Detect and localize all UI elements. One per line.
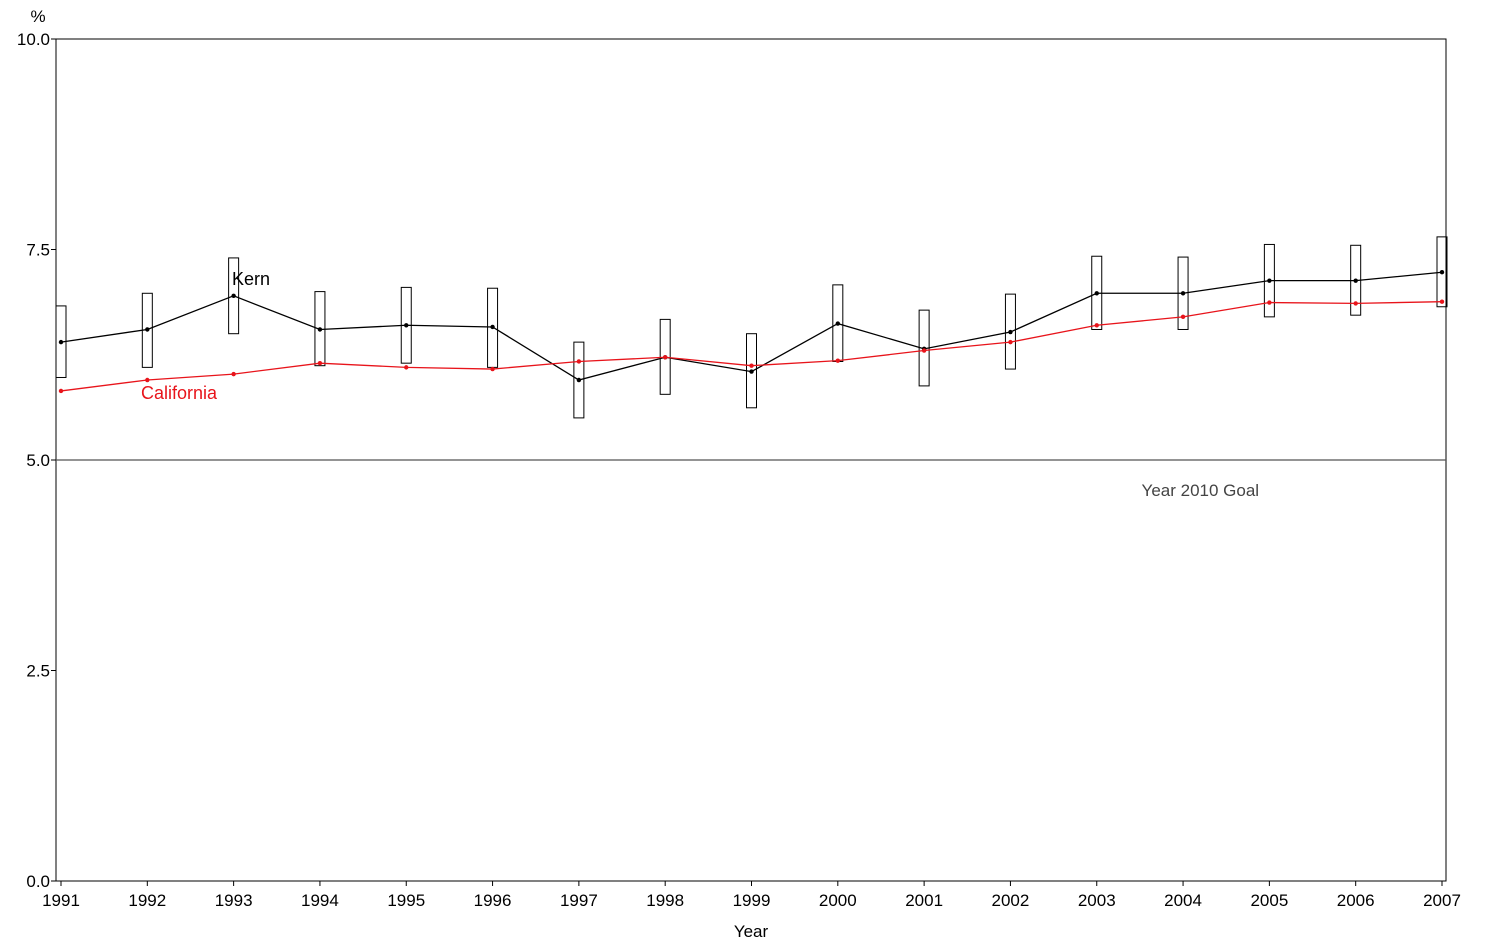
data-point: [1094, 291, 1099, 296]
data-point: [1439, 299, 1445, 304]
x-tick-label: 2006: [1337, 891, 1375, 910]
ci-box: [573, 341, 585, 419]
ci-box: [228, 257, 240, 335]
series-label-kern: Kern: [232, 269, 270, 289]
data-point: [835, 358, 841, 363]
data-point: [404, 365, 409, 370]
y-tick-label: 7.5: [26, 241, 50, 260]
x-axis: 1991 1992 1993 1994 1995 1996 1997 1998 1999 2000…: [42, 881, 1461, 910]
data-point: [1353, 278, 1358, 283]
confidence-intervals: [55, 236, 1448, 419]
data-point: [490, 324, 495, 330]
x-tick-label: 1995: [387, 891, 425, 910]
data-point: [662, 355, 668, 360]
reference-line-group: Year 2010 Goal: [56, 459, 1446, 500]
data-point: [1180, 314, 1186, 320]
data-point: [58, 339, 64, 345]
x-tick-label: 1998: [646, 891, 684, 910]
data-point: [231, 371, 236, 377]
data-point: [317, 327, 323, 332]
ci-box: [659, 318, 671, 395]
data-point: [1008, 339, 1013, 345]
data-point: [490, 366, 495, 372]
data-point: [921, 348, 927, 353]
x-axis-label: Year: [734, 922, 769, 941]
data-point: [1094, 323, 1099, 328]
ci-box: [1436, 236, 1448, 308]
ci-box: [1004, 293, 1016, 370]
data-point: [145, 327, 150, 332]
data-point: [749, 363, 754, 368]
goal-label: Year 2010 Goal: [1142, 481, 1260, 500]
y-tick-label: 5.0: [26, 451, 50, 470]
data-point: [58, 388, 64, 394]
data-point: [1439, 270, 1445, 275]
data-point: [1180, 291, 1186, 296]
x-tick-label: 1993: [215, 891, 253, 910]
data-point: [231, 293, 236, 299]
series-line: [60, 301, 1443, 392]
x-tick-label: 1997: [560, 891, 598, 910]
data-point: [1353, 301, 1358, 306]
x-tick-label: 2003: [1078, 891, 1116, 910]
y-tick-label: 0.0: [26, 872, 50, 891]
data-point: [576, 377, 582, 383]
x-tick-label: 2005: [1250, 891, 1288, 910]
data-point: [576, 359, 582, 364]
x-tick-label: 2000: [819, 891, 857, 910]
data-point: [145, 377, 150, 383]
y-axis-label: %: [30, 7, 45, 26]
data-point: [1008, 329, 1013, 335]
data-point: [835, 321, 841, 326]
x-tick-label: 2002: [992, 891, 1030, 910]
y-tick-label: 10.0: [17, 30, 50, 49]
y-axis: 0.0 2.5 5.0 7.5 10.0: [17, 30, 56, 891]
x-tick-label: 2001: [905, 891, 943, 910]
data-point: [1267, 278, 1272, 283]
data-point: [317, 360, 323, 366]
x-tick-label: 1999: [733, 891, 771, 910]
series-points: [58, 270, 1445, 394]
series-label-california: California: [141, 383, 218, 403]
x-tick-label: 1996: [474, 891, 512, 910]
data-point: [1267, 300, 1272, 305]
x-tick-label: 1994: [301, 891, 339, 910]
x-tick-label: 2007: [1423, 891, 1461, 910]
y-tick-label: 2.5: [26, 662, 50, 681]
x-tick-label: 2004: [1164, 891, 1202, 910]
data-point: [404, 323, 409, 328]
data-point: [749, 369, 754, 374]
x-tick-label: 1992: [128, 891, 166, 910]
x-tick-label: 1991: [42, 891, 80, 910]
